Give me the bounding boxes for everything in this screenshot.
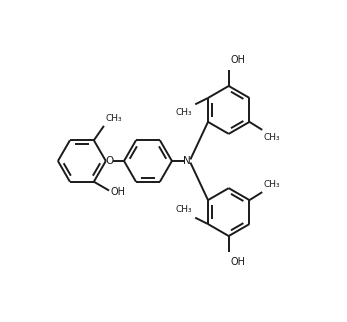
Text: N: N xyxy=(183,156,191,166)
Text: OH: OH xyxy=(111,187,126,197)
Text: CH₃: CH₃ xyxy=(264,133,280,142)
Text: O: O xyxy=(105,156,114,166)
Text: CH₃: CH₃ xyxy=(175,108,192,117)
Text: CH₃: CH₃ xyxy=(264,180,280,189)
Text: OH: OH xyxy=(230,257,245,267)
Text: CH₃: CH₃ xyxy=(175,205,192,214)
Text: OH: OH xyxy=(230,55,245,65)
Text: CH₃: CH₃ xyxy=(105,114,122,123)
